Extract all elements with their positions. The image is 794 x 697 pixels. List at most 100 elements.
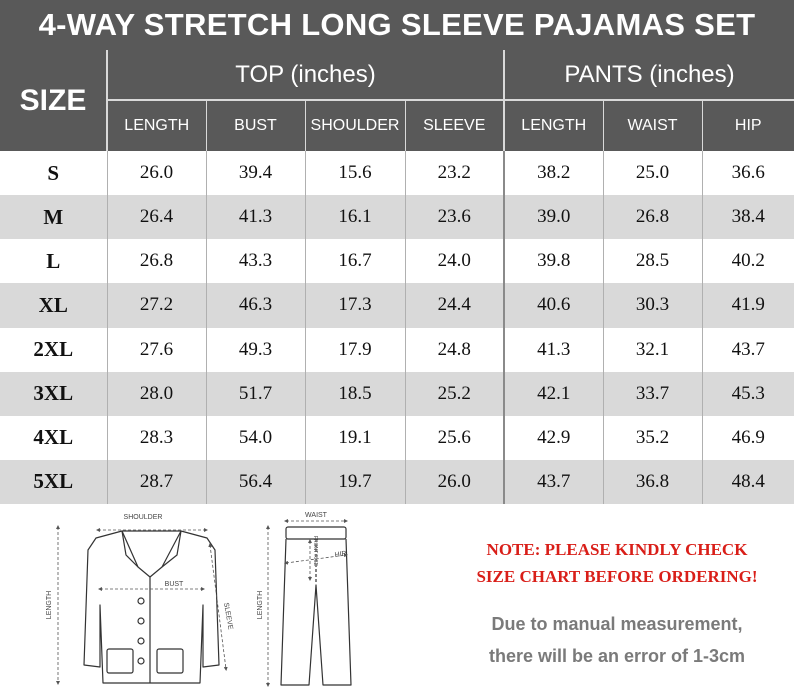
bust-cell: 56.4 (205, 459, 305, 504)
waist-cell: 36.8 (602, 459, 702, 504)
top-body-outline (83, 530, 220, 684)
hip-cell: 40.2 (701, 239, 794, 284)
sleeve-header: SLEEVE (404, 100, 504, 151)
disclaimer-line-1: Due to manual measurement, (491, 614, 743, 634)
size-column-header: SIZE (0, 50, 108, 151)
bust-label: BUST (165, 581, 184, 588)
sleeve-cell: 26.0 (404, 459, 504, 504)
table-row: 2XL 27.6 49.3 17.9 24.8 41.3 32.1 43.7 (0, 327, 794, 372)
ordering-note: NOTE: PLEASE KINDLY CHECK SIZE CHART BEF… (440, 536, 794, 590)
shoulder-cell: 17.9 (304, 327, 405, 372)
top-length-header: LENGTH (106, 100, 206, 151)
top-length-cell: 27.2 (106, 283, 206, 328)
sleeve-cell: 25.6 (404, 415, 504, 460)
front-rise-label: FRONT RISE (312, 536, 318, 567)
pants-body-outline (280, 538, 352, 686)
hip-cell: 36.6 (701, 151, 794, 196)
waist-cell: 35.2 (602, 415, 702, 460)
shoulder-header: SHOULDER (304, 100, 405, 151)
hip-cell: 38.4 (701, 195, 794, 240)
bust-header: BUST (205, 100, 305, 151)
top-lapel (121, 530, 182, 568)
size-chart-table: SIZE TOP (inches) PANTS (inches) LENGTH … (0, 50, 794, 504)
shoulder-label: SHOULDER (124, 514, 163, 521)
table-row: 4XL 28.3 54.0 19.1 25.6 42.9 35.2 46.9 (0, 415, 794, 460)
table-row: 3XL 28.0 51.7 18.5 25.2 42.1 33.7 45.3 (0, 371, 794, 416)
sleeve-cell: 24.8 (404, 327, 504, 372)
shoulder-cell: 17.3 (304, 283, 405, 328)
sleeve-label: SLEEVE (222, 602, 234, 630)
measurement-disclaimer: Due to manual measurement, there will be… (440, 608, 794, 672)
waist-header: WAIST (602, 100, 702, 151)
size-cell: 4XL (0, 415, 107, 460)
pants-measurements (266, 519, 348, 687)
size-cell: 2XL (0, 327, 107, 372)
bust-cell: 41.3 (205, 195, 305, 240)
waist-cell: 30.3 (602, 283, 702, 328)
sleeve-cell: 25.2 (404, 371, 504, 416)
pants-group-header: PANTS (inches) (502, 50, 794, 101)
waist-cell: 32.1 (602, 327, 702, 372)
sleeve-cell: 23.6 (404, 195, 504, 240)
size-cell: XL (0, 283, 107, 328)
top-length-cell: 26.8 (106, 239, 206, 284)
bust-cell: 54.0 (205, 415, 305, 460)
top-length-label: LENGTH (46, 591, 53, 619)
sleeve-cell: 24.4 (404, 283, 504, 328)
top-measurements (56, 525, 228, 685)
pants-length-cell: 38.2 (503, 151, 603, 196)
sleeve-cell: 23.2 (404, 151, 504, 196)
bust-cell: 51.7 (205, 371, 305, 416)
table-row: M 26.4 41.3 16.1 23.6 39.0 26.8 38.4 (0, 195, 794, 240)
waist-cell: 26.8 (602, 195, 702, 240)
note-line-2: SIZE CHART BEFORE ORDERING! (476, 567, 758, 586)
size-cell: M (0, 195, 107, 240)
top-length-cell: 28.3 (106, 415, 206, 460)
pants-length-cell: 40.6 (503, 283, 603, 328)
size-cell: L (0, 239, 107, 284)
waist-cell: 33.7 (602, 371, 702, 416)
pants-length-cell: 39.8 (503, 239, 603, 284)
table-row: XL 27.2 46.3 17.3 24.4 40.6 30.3 41.9 (0, 283, 794, 328)
hip-cell: 45.3 (701, 371, 794, 416)
shoulder-cell: 16.1 (304, 195, 405, 240)
waist-label: WAIST (305, 512, 328, 519)
top-length-cell: 28.7 (106, 459, 206, 504)
pants-length-label: LENGTH (257, 591, 264, 619)
page-title: 4-WAY STRETCH LONG SLEEVE PAJAMAS SET (0, 0, 794, 50)
table-row: S 26.0 39.4 15.6 23.2 38.2 25.0 36.6 (0, 151, 794, 196)
right-pocket (156, 648, 184, 674)
bust-cell: 39.4 (205, 151, 305, 196)
hip-cell: 46.9 (701, 415, 794, 460)
hip-label: HIP (334, 550, 347, 559)
left-pocket (106, 648, 134, 674)
hip-cell: 43.7 (701, 327, 794, 372)
waist-cell: 28.5 (602, 239, 702, 284)
bust-cell: 43.3 (205, 239, 305, 284)
top-collar (121, 530, 182, 578)
hip-cell: 48.4 (701, 459, 794, 504)
note-line-1: NOTE: PLEASE KINDLY CHECK (486, 540, 748, 559)
pants-length-cell: 39.0 (503, 195, 603, 240)
sleeve-cell: 24.0 (404, 239, 504, 284)
shoulder-cell: 15.6 (304, 151, 405, 196)
pants-length-cell: 42.9 (503, 415, 603, 460)
table-row: 5XL 28.7 56.4 19.7 26.0 43.7 36.8 48.4 (0, 459, 794, 504)
top-length-cell: 26.4 (106, 195, 206, 240)
top-length-cell: 28.0 (106, 371, 206, 416)
pants-length-header: LENGTH (503, 100, 603, 151)
shoulder-cell: 19.1 (304, 415, 405, 460)
pajama-top-illustration (83, 530, 220, 684)
bust-cell: 46.3 (205, 283, 305, 328)
disclaimer-line-2: there will be an error of 1-3cm (488, 646, 746, 666)
hip-header: HIP (701, 100, 794, 151)
top-length-cell: 26.0 (106, 151, 206, 196)
pants-length-cell: 43.7 (503, 459, 603, 504)
top-group-header: TOP (inches) (106, 50, 504, 101)
size-cell: 5XL (0, 459, 107, 504)
shoulder-cell: 19.7 (304, 459, 405, 504)
top-length-cell: 27.6 (106, 327, 206, 372)
waist-cell: 25.0 (602, 151, 702, 196)
pants-length-cell: 41.3 (503, 327, 603, 372)
pants-length-cell: 42.1 (503, 371, 603, 416)
